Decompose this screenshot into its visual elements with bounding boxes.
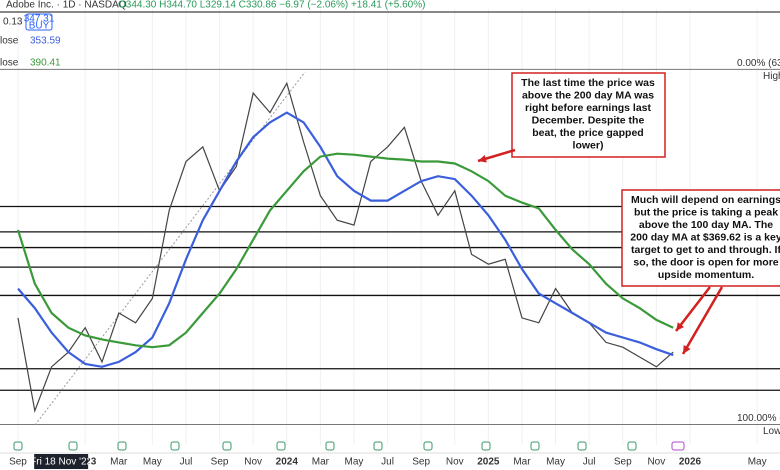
earnings-marker [117, 441, 127, 451]
spread: 0.13 [3, 17, 23, 28]
header-bg [0, 0, 780, 9]
annotation-text: so, the door is open for more [633, 256, 778, 268]
annotation-text: beat, the price gapped [532, 127, 643, 139]
x-tick-label: Mar [110, 457, 128, 468]
earnings-marker [276, 441, 286, 451]
x-tick-label: Nov [647, 457, 665, 468]
annotation-text: Much will depend on earnings [631, 194, 780, 206]
x-axis [0, 453, 780, 470]
x-tick-label: Nov [244, 457, 262, 468]
earnings-marker [222, 441, 232, 451]
earnings-marker [627, 441, 637, 451]
x-tick-label: May [546, 457, 565, 468]
earnings-marker [13, 441, 23, 451]
x-tick-label: Jul [180, 457, 193, 468]
cursor-label: Fri 18 Nov '22 [30, 457, 92, 468]
buy-box [25, 13, 53, 31]
x-tick-label: Jul [583, 457, 596, 468]
x-tick-label: 2026 [679, 457, 702, 468]
annotation-text: December. Despite the [532, 114, 645, 126]
annotation-text: right before earnings last [525, 102, 652, 114]
arrow-head [676, 322, 685, 331]
x-tick-label: Mar [513, 457, 531, 468]
legend-value: 353.59 [30, 36, 61, 47]
earnings-marker [170, 441, 180, 451]
earnings-marker [671, 441, 685, 451]
x-tick-label: Mar [312, 457, 330, 468]
earnings-marker [68, 441, 78, 451]
x-tick-label: May [143, 457, 162, 468]
annotation-box [621, 189, 780, 287]
chart-title: Adobe Inc. · 1D · NASDAQ [6, 0, 127, 11]
annotation-text: but the price is taking a peak [634, 206, 778, 218]
annotation-text: The last time the price was [521, 77, 655, 89]
ma-line [16, 152, 674, 349]
annotation-text: upside momentum. [658, 269, 754, 281]
earnings-marker [577, 441, 587, 451]
arrow [681, 286, 724, 355]
fib-label: 100.00% (271.0 [737, 413, 780, 424]
x-tick-label: 2025 [477, 457, 500, 468]
earnings-marker [530, 441, 540, 451]
x-tick-label: May [748, 457, 767, 468]
earnings-marker [481, 441, 491, 451]
ohlc: O344.30 H344.70 L329.14 C330.86 −6.97 (−… [118, 0, 425, 11]
fib-tag: Low [763, 426, 780, 437]
arrow-head [683, 345, 691, 354]
legend-label: lose [0, 36, 19, 47]
annotation-text: lower) [573, 139, 604, 151]
x-tick-label: May [345, 457, 364, 468]
buy-label: BUY [29, 21, 50, 32]
x-tick-label: Sep [614, 457, 632, 468]
x-tick-label: Sep [9, 457, 27, 468]
annotation-text: above the 200 day MA was [522, 89, 654, 101]
annotation-text: 200 day MA at $369.62 is a key [630, 231, 780, 243]
annotation-text: above the 100 day MA. The [639, 219, 773, 231]
annotation-text: target to get to and through. If [631, 244, 780, 256]
arrow-head [478, 154, 487, 163]
x-tick-label: Sep [412, 457, 430, 468]
x-tick-label: Nov [446, 457, 464, 468]
earnings-marker [325, 441, 335, 451]
x-tick-label: 2024 [276, 457, 299, 468]
price-line [17, 81, 674, 414]
earnings-marker [373, 441, 383, 451]
ma-line [17, 111, 674, 368]
fib-tag: High [763, 71, 780, 82]
fib-label: 0.00% (634.3 [737, 58, 780, 69]
annotation-box [511, 72, 666, 158]
buy-price: 347.31 [24, 14, 55, 25]
legend-label: lose [0, 58, 19, 69]
cursor-label-box [34, 454, 89, 469]
arrow [675, 286, 711, 332]
x-tick-label: Sep [211, 457, 229, 468]
x-tick-label: Jul [381, 457, 394, 468]
earnings-marker [423, 441, 433, 451]
legend-value: 390.41 [30, 58, 61, 69]
